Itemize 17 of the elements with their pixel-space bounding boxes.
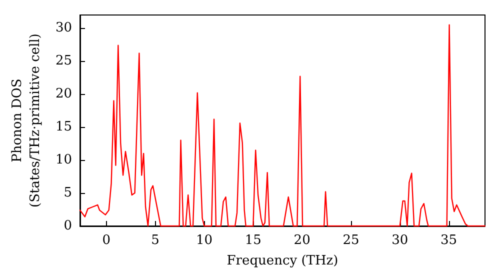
x-tick-label: 0	[102, 233, 111, 248]
y-axis-title: Phonon DOS (States/THz·primitive cell)	[10, 33, 44, 208]
x-tick-label: 15	[244, 233, 262, 248]
x-tick-label: 25	[342, 233, 360, 248]
x-axis-title: Frequency (THz)	[226, 253, 338, 268]
x-tick-label: 10	[196, 233, 213, 248]
y-tick-label: 10	[55, 152, 72, 168]
x-tick-label: 20	[294, 233, 310, 248]
y-tick-label: 25	[55, 54, 72, 69]
y-tick-label: 20	[55, 86, 72, 102]
x-tick-label: 5	[151, 233, 160, 248]
y-tick-label: 0	[64, 218, 72, 234]
y-tick-label: 30	[55, 20, 72, 36]
x-tick-label: 30	[392, 233, 408, 248]
y-tick-label: 5	[64, 186, 72, 201]
x-tick-label: 35	[440, 233, 458, 248]
y-tick-label: 15	[55, 120, 72, 135]
